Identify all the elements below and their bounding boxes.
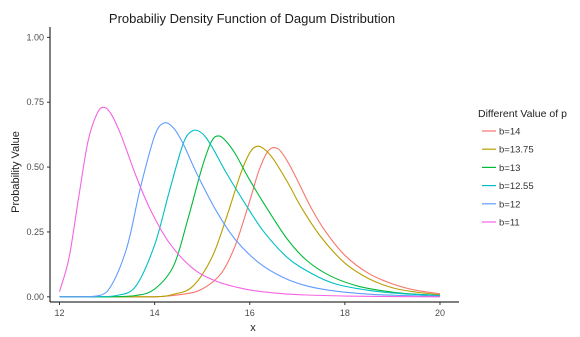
- series-line-b-12-55: [59, 129, 441, 298]
- y-tick-label: 0.75: [26, 97, 44, 107]
- x-tick-label: 14: [150, 308, 160, 318]
- plot-area: [58, 106, 441, 298]
- x-tick-label: 18: [340, 308, 350, 318]
- legend-title: Different Value of p: [478, 108, 567, 120]
- x-tick-label: 20: [435, 308, 445, 318]
- y-tick-label: 0.25: [26, 227, 44, 237]
- legend-label-b-14: b=14: [499, 127, 520, 138]
- series-line-b-12: [59, 122, 440, 298]
- chart-title: Probabiliy Density Function of Dagum Dis…: [109, 11, 395, 26]
- legend-label-b-13-75: b=13.75: [499, 145, 534, 156]
- series-line-b-11: [58, 106, 440, 298]
- series-line-b-13: [59, 135, 441, 298]
- legend-label-b-11: b=11: [499, 218, 520, 229]
- x-axis: 12 14 16 18 20: [50, 301, 459, 318]
- y-tick-label: 0.50: [26, 162, 44, 172]
- legend-label-b-13: b=13: [499, 163, 520, 174]
- x-axis-label: x: [250, 322, 256, 334]
- y-axis-label: Probability Value: [10, 131, 22, 213]
- series-line-b-13-75: [59, 145, 441, 298]
- legend: Different Value of p b=14 b=13.75 b=13 b=12…: [478, 108, 567, 229]
- legend-label-b-12: b=12: [499, 199, 520, 210]
- x-tick-label: 16: [245, 308, 255, 318]
- y-tick-label: 0.00: [26, 292, 44, 302]
- legend-label-b-12-55: b=12.55: [499, 181, 534, 192]
- y-axis: 0.00 0.25 0.50 0.75 1.00: [26, 27, 51, 302]
- series-line-b-14: [59, 147, 441, 298]
- x-tick-label: 12: [55, 308, 65, 318]
- y-tick-label: 1.00: [26, 32, 44, 42]
